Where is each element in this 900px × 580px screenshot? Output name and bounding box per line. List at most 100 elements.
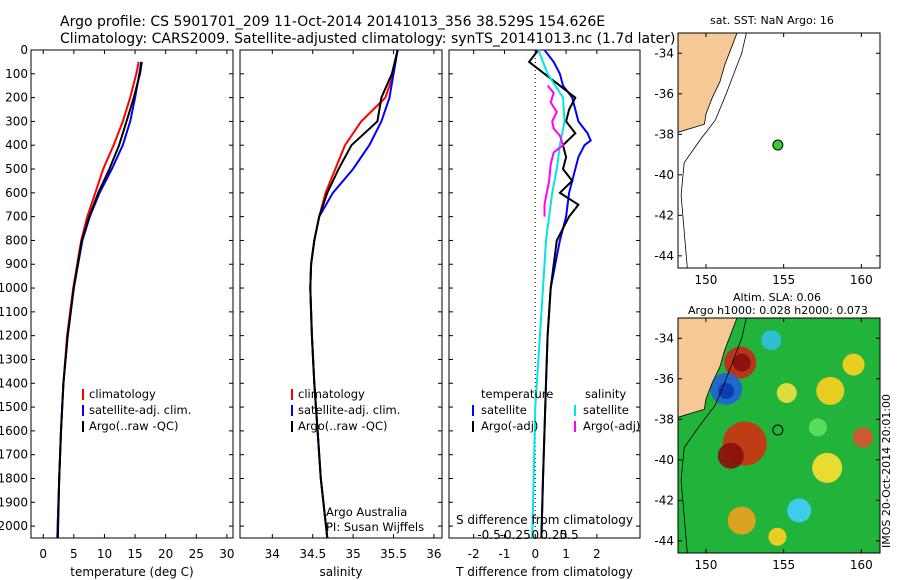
map-bottom-title2: Argo h1000: 0.028 h2000: 0.073 — [688, 304, 868, 317]
y-tick-label: 1200 — [0, 329, 28, 343]
map-top-y-tick-label: -36 — [654, 87, 674, 101]
map-top-x-tick-label: 155 — [772, 273, 795, 287]
legend-label: Argo(..raw -QC) — [298, 419, 388, 433]
map-bottom-anomaly-blob — [808, 418, 827, 437]
x-tick-label-top: 0.25 — [540, 528, 567, 542]
legend-label: satellite — [481, 403, 527, 417]
map-bottom-anomaly-blob — [718, 382, 735, 399]
header-title-line2: Climatology: CARS2009. Satellite-adjuste… — [60, 31, 676, 47]
series-line-satellite-adj-clim- — [309, 49, 399, 539]
x-tick-label-top: -0.5 — [477, 528, 500, 542]
map-bottom-anomaly-blob — [727, 506, 756, 535]
y-tick-label: 300 — [5, 114, 28, 128]
map-top-y-tick-label: -42 — [654, 208, 674, 222]
series-line-t-satellite — [540, 49, 592, 539]
x-axis-label: salinity — [319, 565, 362, 579]
map-bottom-anomaly-blob — [768, 527, 787, 546]
legend-title-salinity: salinity — [585, 387, 626, 401]
y-tick-label: 500 — [5, 162, 28, 176]
plot-frame-temperature — [30, 49, 234, 539]
x-tick-label: 2 — [593, 547, 601, 561]
x-tick-label: 1 — [562, 547, 570, 561]
x-tick-label: 36 — [426, 547, 441, 561]
series-line-t-argo-adj- — [527, 49, 580, 539]
y-tick-label: 400 — [5, 138, 28, 152]
x-tick-label: 15 — [127, 547, 142, 561]
map-bottom-anomaly-blob — [717, 442, 744, 469]
y-tick-label: 1300 — [0, 352, 28, 366]
y-tick-label: 1100 — [0, 305, 28, 319]
map-bottom-anomaly-blob — [842, 353, 865, 376]
map-bottom-x-tick-label: 155 — [772, 558, 795, 572]
map-top-y-tick-label: -38 — [654, 127, 674, 141]
map-bottom-anomaly-blob — [732, 353, 751, 372]
legend-label: Argo(..raw -QC) — [89, 419, 179, 433]
x-tick-label: 30 — [219, 547, 234, 561]
map-bottom-anomaly-blob — [852, 427, 873, 448]
map-bottom-anomaly-blob — [812, 452, 843, 483]
x-tick-label: 20 — [158, 547, 173, 561]
legend-label: satellite-adj. clim. — [298, 403, 400, 417]
map-top-x-tick-label: 150 — [695, 273, 718, 287]
x-axis-label-top: S difference from climatology — [456, 513, 633, 527]
y-tick-label: 1500 — [0, 400, 28, 414]
annotation-line: Argo Australia — [326, 505, 407, 519]
x-tick-label: 25 — [189, 547, 204, 561]
map-bottom-y-tick-label: -40 — [654, 453, 674, 467]
legend-label: Argo(-adj) — [481, 419, 538, 433]
map-bottom-y-tick-label: -38 — [654, 412, 674, 426]
y-tick-label: 1900 — [0, 495, 28, 509]
x-tick-label: -2 — [468, 547, 480, 561]
map-credit: IMOS 20-Oct-2014 20:01:00 — [880, 393, 893, 548]
y-tick-label: 1000 — [0, 281, 28, 295]
x-tick-label: 34 — [265, 547, 280, 561]
map-top-shelf-contour — [680, 32, 747, 269]
y-tick-label: 1700 — [0, 448, 28, 462]
header-title-line1: Argo profile: CS 5901701_209 11-Oct-2014… — [60, 14, 606, 30]
x-tick-label-top: -0.25 — [500, 528, 531, 542]
annotation-line: PI: Susan Wijffels — [326, 520, 424, 534]
map-bottom-y-tick-label: -44 — [654, 534, 674, 548]
x-tick-label: 10 — [97, 547, 112, 561]
map-top-x-tick-label: 160 — [850, 273, 873, 287]
x-tick-label: 0 — [531, 547, 539, 561]
y-tick-label: 0 — [20, 43, 28, 57]
map-top-land — [677, 32, 738, 133]
y-tick-label: 200 — [5, 91, 28, 105]
map-bottom-y-tick-label: -36 — [654, 372, 674, 386]
legend-label: satellite-adj. clim. — [89, 403, 191, 417]
map-top-float-marker — [772, 139, 784, 151]
y-tick-label: 100 — [5, 67, 28, 81]
x-tick-label-top: 0 — [531, 528, 539, 542]
plot-frame-differences — [448, 49, 641, 539]
x-tick-label: 5 — [70, 547, 78, 561]
map-bottom-shelf-contour — [680, 317, 747, 554]
x-tick-label: 34.5 — [299, 547, 326, 561]
map-top-frame — [677, 32, 881, 269]
x-tick-label: 0 — [39, 547, 47, 561]
y-tick-label: 1600 — [0, 424, 28, 438]
map-top-y-tick-label: -44 — [654, 249, 674, 263]
map-top-title: sat. SST: NaN Argo: 16 — [710, 14, 834, 27]
map-bottom-anomaly-blob — [787, 498, 812, 523]
map-bottom-float-marker — [772, 424, 784, 436]
legend-label: climatology — [298, 387, 365, 401]
x-tick-label-top: 0.5 — [560, 528, 579, 542]
y-tick-label: 700 — [5, 210, 28, 224]
map-bottom-land — [677, 317, 738, 418]
x-axis-label: T difference from climatology — [455, 565, 633, 579]
map-bottom-anomaly-blob — [761, 330, 782, 351]
series-line-argo-raw-qc- — [56, 61, 143, 539]
series-line-s-argo-adj- — [543, 85, 565, 217]
map-bottom-anomaly-blob — [816, 376, 845, 405]
plot-frame-salinity — [239, 49, 443, 539]
series-line-argo-raw-qc- — [309, 49, 399, 539]
x-tick-label: -1 — [498, 547, 510, 561]
map-bottom-y-tick-label: -34 — [654, 331, 674, 345]
legend-title-temperature: temperature — [481, 387, 553, 401]
map-top-y-tick-label: -40 — [654, 168, 674, 182]
map-bottom-x-tick-label: 150 — [695, 558, 718, 572]
y-tick-label: 1800 — [0, 471, 28, 485]
y-tick-label: 900 — [5, 257, 28, 271]
series-line-s-satellite — [531, 49, 566, 539]
